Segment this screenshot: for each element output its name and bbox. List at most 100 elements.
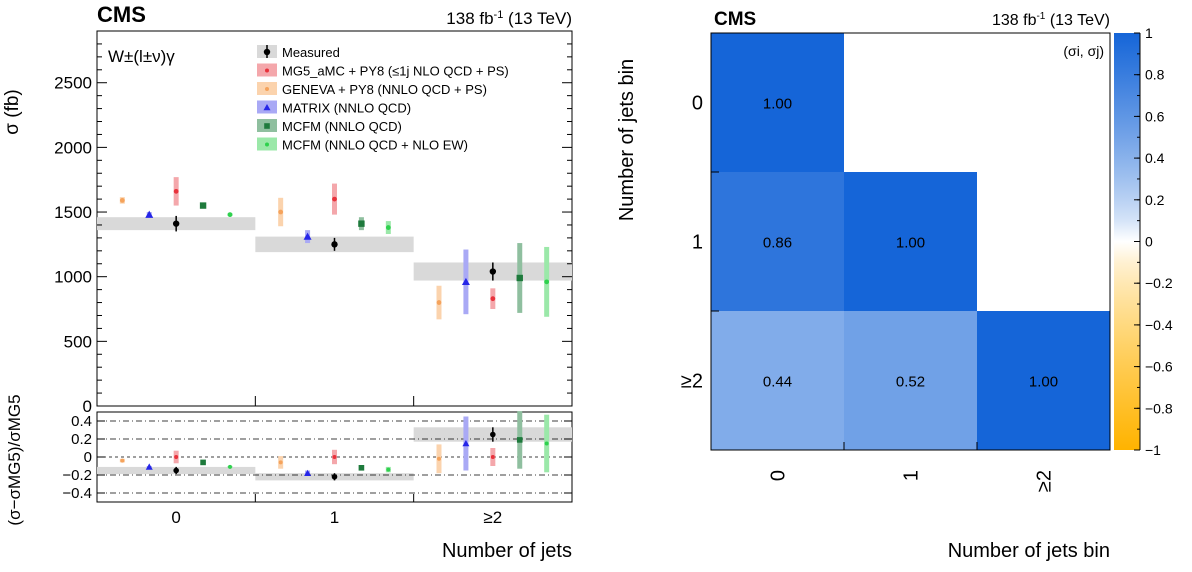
lumi-value: 138 fb xyxy=(992,12,1037,29)
heatmap-y-tick-label: 1 xyxy=(692,232,703,254)
ratio-measured-point xyxy=(173,467,179,474)
heatmap-cell-value: 0.44 xyxy=(763,374,792,391)
colorbar-tick-label: −0.6 xyxy=(1145,359,1173,375)
heatmap-frame xyxy=(710,32,1111,451)
ratio-measured-point xyxy=(490,431,496,438)
heatmap-y-tick-label: ≥2 xyxy=(681,371,703,393)
heatmap-cell xyxy=(711,172,844,311)
ratio-prediction-point xyxy=(386,467,391,472)
prediction-point xyxy=(173,188,179,194)
right-y-axis-label: Number of jets bin xyxy=(616,59,638,221)
prediction-point xyxy=(461,277,470,286)
prediction-point xyxy=(358,220,365,227)
legend-marker xyxy=(263,48,271,56)
prediction-point xyxy=(145,210,154,218)
measured-point xyxy=(172,220,180,227)
x-tick-label: 1 xyxy=(330,508,339,527)
ratio-prediction-point xyxy=(120,458,125,463)
lumi-exponent: -1 xyxy=(1036,11,1045,22)
heatmap-y-tick-label: 0 xyxy=(692,93,703,115)
heatmap-cell-value: 1.00 xyxy=(763,96,792,113)
colorbar-tick-label: −1 xyxy=(1145,442,1161,458)
prediction-point xyxy=(436,300,442,305)
prediction-point xyxy=(278,209,284,215)
heatmap-cell-value: 0.86 xyxy=(763,235,792,252)
heatmap-cell xyxy=(711,311,844,450)
legend-entry-label: GENEVA + PY8 (NNLO QCD + PS) xyxy=(282,82,487,97)
y-tick-label: 0 xyxy=(83,397,92,416)
right-cms-label: CMS xyxy=(714,9,756,30)
legend-entry-label: MCFM (NNLO QCD) xyxy=(282,119,402,134)
ratio-prediction-point xyxy=(145,463,153,470)
ratio-prediction-point xyxy=(200,459,206,466)
process-label: W±(l±ν)γ xyxy=(108,47,175,66)
ratio-prediction-point xyxy=(544,441,549,446)
ratio-prediction-point xyxy=(304,469,312,476)
heatmap-x-tick-label: 1 xyxy=(901,470,923,481)
prediction-point xyxy=(385,225,391,230)
ratio-y-tick-label: −0.2 xyxy=(62,467,92,484)
y-tick-label: 2500 xyxy=(54,74,92,93)
heatmap-x-tick-label: 0 xyxy=(768,470,790,481)
prediction-point xyxy=(544,279,550,285)
ratio-prediction-point xyxy=(278,460,283,465)
legend-marker xyxy=(265,142,269,147)
ratio-prediction-point xyxy=(174,455,179,459)
prediction-point xyxy=(516,274,523,282)
ratio-prediction-point xyxy=(358,465,365,471)
colorbar-tick-label: −0.8 xyxy=(1145,400,1173,416)
ratio-y-tick-label: −0.4 xyxy=(62,485,92,502)
prediction-point xyxy=(119,197,125,203)
colorbar-tick-label: 0 xyxy=(1145,234,1153,250)
prediction-point xyxy=(227,212,233,218)
y-tick-label: 1500 xyxy=(54,203,92,222)
heatmap-cell-value: 0.52 xyxy=(896,374,925,391)
y-tick-label: 1000 xyxy=(54,268,92,287)
y-tick-label: 500 xyxy=(64,332,92,351)
top-y-axis-label: σ (fb) xyxy=(2,89,23,135)
lumi-value: 138 fb xyxy=(446,9,493,28)
measured-point xyxy=(489,268,497,275)
lumi-exponent: -1 xyxy=(494,9,504,21)
energy-label: (13 TeV) xyxy=(1045,12,1110,29)
prediction-point xyxy=(332,196,337,202)
ratio-prediction-point xyxy=(228,464,232,469)
legend-entry-label: MG5_aMC + PY8 (≤1j NLO QCD + PS) xyxy=(282,64,509,79)
heatmap-x-tick-label: ≥2 xyxy=(1034,470,1056,492)
colorbar-tick-label: −0.4 xyxy=(1145,317,1173,333)
colorbar-tick-label: 0.6 xyxy=(1145,108,1165,124)
x-tick-label: ≥2 xyxy=(483,508,502,527)
measured-point xyxy=(331,241,338,248)
legend-marker xyxy=(265,87,269,91)
heatmap-cell-value: 1.00 xyxy=(896,235,925,252)
correlation-label: (σi, σj) xyxy=(1063,43,1104,59)
ratio-y-tick-label: 0.4 xyxy=(71,413,92,430)
left-cms-label: CMS xyxy=(97,2,146,27)
prediction-point xyxy=(490,296,496,302)
ratio-measured-point xyxy=(331,474,338,480)
ratio-y-tick-label: 0.2 xyxy=(71,431,92,448)
left-lumi-label: 138 fb-1 (13 TeV) xyxy=(446,9,572,28)
ratio-prediction-point xyxy=(516,437,523,443)
heatmap-cell xyxy=(711,33,844,172)
legend-entry-label: Measured xyxy=(282,45,340,60)
right-x-axis-label: Number of jets bin xyxy=(948,540,1110,562)
prediction-point xyxy=(303,232,312,240)
colorbar-tick-label: 1 xyxy=(1145,25,1153,41)
heatmap-cell-value: 1.00 xyxy=(1029,374,1058,391)
legend-entry-label: MATRIX (NNLO QCD) xyxy=(282,101,411,116)
ratio-prediction-point xyxy=(462,440,470,447)
energy-label: (13 TeV) xyxy=(503,9,572,28)
right-lumi-label: 138 fb-1 (13 TeV) xyxy=(992,11,1110,29)
y-tick-label: 2000 xyxy=(54,138,92,157)
legend-entry-label: MCFM (NNLO QCD + NLO EW) xyxy=(282,138,468,153)
colorbar-tick-label: 0.4 xyxy=(1145,150,1165,166)
ratio-prediction-point xyxy=(437,456,441,461)
legend-marker xyxy=(265,68,269,73)
ratio-y-tick-label: 0 xyxy=(84,449,92,466)
ratio-y-axis-label: (σ−σMG5)/σMG5 xyxy=(5,394,24,525)
heatmap-cell xyxy=(977,311,1110,450)
ratio-prediction-point xyxy=(332,455,337,459)
